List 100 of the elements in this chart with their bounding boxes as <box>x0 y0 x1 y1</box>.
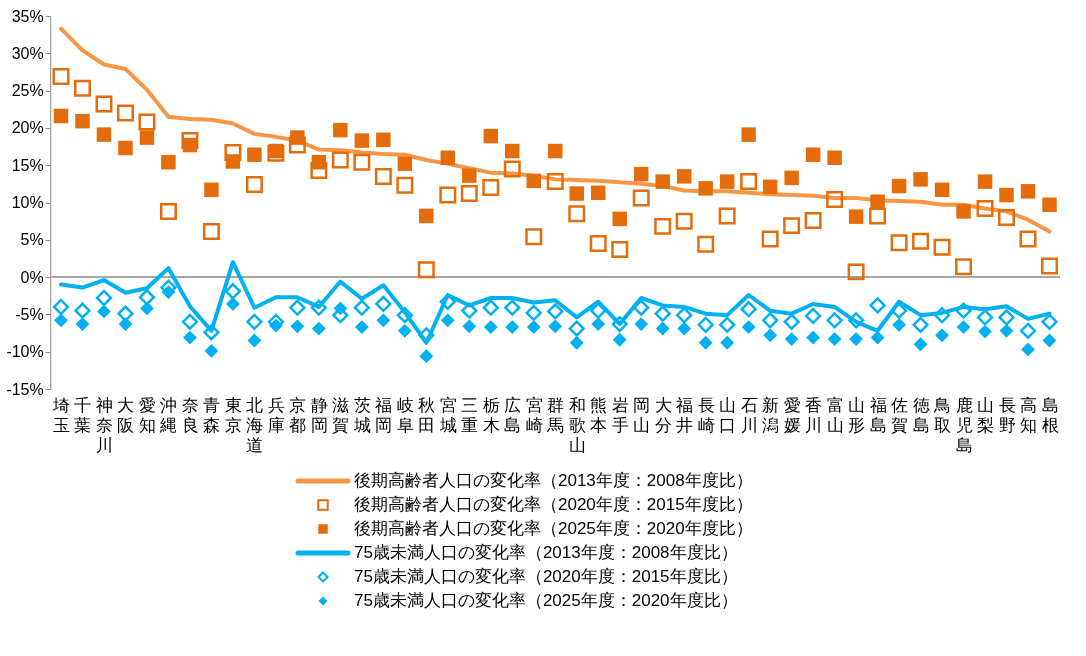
point <box>762 312 779 329</box>
point <box>999 187 1014 203</box>
point <box>461 302 478 319</box>
x-tick-label: 北海道 <box>246 395 264 455</box>
x-tick-label: 富山 <box>826 395 844 435</box>
point <box>247 147 262 162</box>
point <box>526 173 542 189</box>
point <box>182 137 198 153</box>
point <box>95 95 113 113</box>
x-tick-label: 福井 <box>676 395 694 435</box>
point <box>95 289 113 307</box>
point <box>804 211 822 229</box>
point <box>483 320 498 334</box>
point <box>697 235 715 253</box>
x-tick-label: 熊本 <box>590 395 608 435</box>
x-tick-label: 青森 <box>203 395 221 435</box>
point <box>1020 184 1036 199</box>
y-tick-label: -15% <box>6 380 44 398</box>
point <box>354 320 369 334</box>
point <box>547 303 564 320</box>
point <box>331 151 349 169</box>
x-tick-label: 広島 <box>504 395 522 435</box>
x-tick-label: 大阪 <box>117 395 135 435</box>
point <box>548 143 563 159</box>
x-tick-label: 茨城 <box>352 395 371 435</box>
point <box>740 173 758 191</box>
point <box>138 113 156 131</box>
y-tick-label: 0% <box>20 268 44 286</box>
point <box>826 312 843 329</box>
point <box>763 328 778 343</box>
point <box>912 316 929 333</box>
point <box>956 204 971 219</box>
point <box>288 136 306 154</box>
point <box>116 104 134 122</box>
point <box>976 309 994 326</box>
point <box>159 202 177 220</box>
point <box>96 127 112 142</box>
point <box>1019 230 1037 248</box>
point <box>890 234 908 252</box>
point <box>376 313 391 328</box>
point <box>847 263 865 281</box>
point <box>762 179 778 195</box>
x-tick-label: 愛知 <box>138 395 156 435</box>
point <box>826 191 844 209</box>
point <box>396 307 413 324</box>
point <box>569 335 584 350</box>
point <box>978 324 992 339</box>
point <box>913 172 928 187</box>
point <box>53 108 69 124</box>
point <box>245 176 263 194</box>
point <box>226 297 240 311</box>
point <box>697 316 714 333</box>
x-tick-label: 愛媛 <box>783 395 801 435</box>
x-tick-label: 高知 <box>1020 395 1038 435</box>
point <box>611 315 628 333</box>
point <box>202 223 220 241</box>
point <box>52 67 70 85</box>
point <box>333 122 348 138</box>
point <box>354 133 370 148</box>
point <box>784 332 799 346</box>
point <box>741 320 756 334</box>
point <box>353 299 370 316</box>
point <box>246 313 263 330</box>
point <box>827 150 842 165</box>
point <box>611 241 629 258</box>
x-tick-label: 沖縄 <box>159 395 178 435</box>
point <box>375 295 392 313</box>
y-tick-label: 35% <box>11 7 44 25</box>
point <box>718 207 736 225</box>
point <box>1019 322 1037 339</box>
point <box>955 258 973 276</box>
point <box>269 318 283 333</box>
point <box>676 307 693 324</box>
x-tick-label: 宮崎 <box>525 395 543 435</box>
point <box>720 335 735 350</box>
point <box>654 217 672 235</box>
point <box>396 176 414 194</box>
point <box>525 228 543 246</box>
x-tick-label: 三重 <box>461 395 479 435</box>
point <box>784 170 799 186</box>
point <box>140 301 154 316</box>
point <box>525 304 542 322</box>
point <box>848 209 864 224</box>
x-tick-label: 群馬 <box>546 395 565 435</box>
point <box>676 169 692 184</box>
point <box>783 217 801 235</box>
point <box>806 330 821 345</box>
point <box>719 174 735 189</box>
y-tick-label: 10% <box>11 194 44 211</box>
point <box>54 313 68 328</box>
x-tick-label: 石川 <box>740 395 758 435</box>
x-tick-label: 山口 <box>719 395 737 435</box>
x-tick-label: 滋賀 <box>332 395 350 435</box>
point <box>869 207 887 225</box>
point <box>118 317 133 331</box>
y-tick-label: 15% <box>11 156 44 174</box>
point <box>138 289 156 306</box>
x-tick-label: 島根 <box>1041 395 1059 435</box>
point <box>633 166 649 182</box>
x-tick-label: 大分 <box>654 395 672 435</box>
